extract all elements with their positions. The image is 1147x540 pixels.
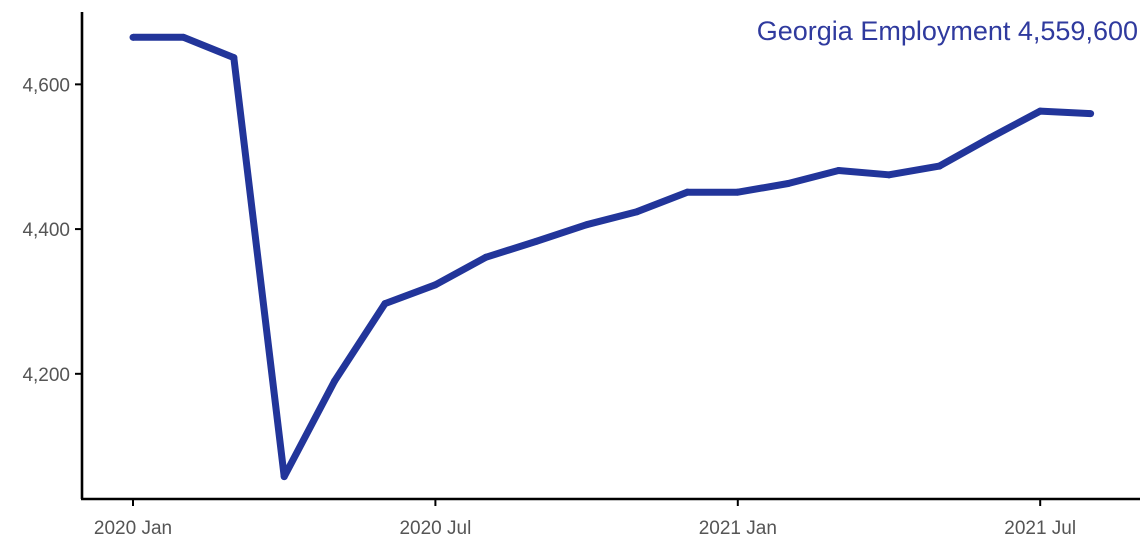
data-point: [784, 179, 792, 187]
y-tick-label: 4,400: [22, 220, 70, 241]
ticks: 4,200 4,400 4,600 2020 Jan 2020 Jul 2021 Jan 2…: [22, 75, 1076, 539]
data-point: [129, 33, 137, 41]
x-tick-label: 2021 Jan: [699, 518, 777, 539]
axes: [80, 12, 1140, 501]
data-point: [683, 188, 691, 196]
data-point: [734, 188, 742, 196]
series-layer: [129, 33, 1095, 481]
data-point: [885, 171, 893, 179]
data-point: [482, 253, 490, 261]
chart-title: Georgia Employment 4,559,600: [757, 16, 1138, 46]
data-point: [431, 281, 439, 289]
y-tick-label: 4,600: [22, 75, 70, 96]
data-point: [280, 473, 288, 481]
data-point: [1036, 107, 1044, 115]
data-point: [532, 237, 540, 245]
data-point: [633, 208, 641, 216]
data-point: [331, 377, 339, 385]
x-tick-label: 2020 Jan: [94, 518, 172, 539]
data-point: [835, 166, 843, 174]
data-point: [230, 54, 238, 62]
y-tick-label: 4,200: [22, 365, 70, 386]
data-point: [583, 221, 591, 229]
series-line: [133, 33, 1091, 481]
data-point: [381, 300, 389, 308]
data-point: [179, 33, 187, 41]
data-point: [986, 134, 994, 142]
x-tick-label: 2020 Jul: [399, 518, 471, 539]
x-tick-label: 2021 Jul: [1004, 518, 1076, 539]
data-point: [1087, 110, 1095, 118]
data-point: [935, 162, 943, 170]
